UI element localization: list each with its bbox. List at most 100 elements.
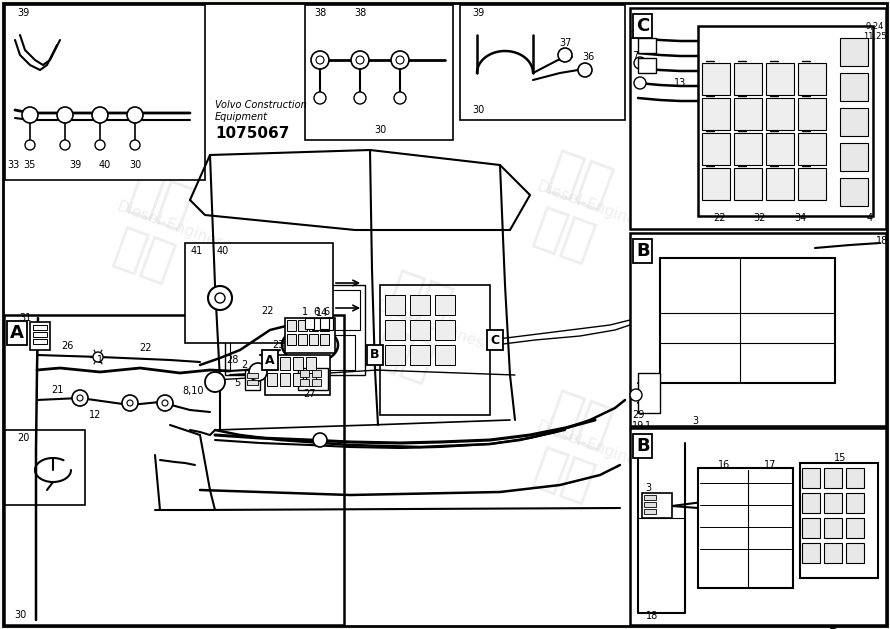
Bar [840, 73, 868, 101]
Circle shape [394, 92, 406, 104]
Text: 26: 26 [61, 341, 73, 351]
Text: 6: 6 [313, 307, 319, 317]
Bar [306, 373, 316, 386]
Bar [230, 290, 290, 330]
Bar [380, 285, 490, 415]
Bar [840, 108, 868, 136]
Bar [293, 357, 303, 370]
Bar [798, 63, 826, 95]
Text: 33: 33 [7, 160, 19, 170]
Bar [802, 468, 820, 488]
Text: 动力: 动力 [109, 222, 182, 288]
Text: 28: 28 [226, 355, 239, 365]
Bar [802, 518, 820, 538]
Text: Equipment: Equipment [215, 112, 268, 122]
Text: B: B [370, 348, 380, 362]
Circle shape [205, 372, 225, 392]
Circle shape [208, 286, 232, 310]
Text: Diesel-Engines: Diesel-Engines [534, 179, 646, 231]
Text: 1: 1 [97, 355, 103, 365]
Text: C: C [490, 333, 499, 347]
Bar [305, 5, 453, 140]
Bar [846, 493, 864, 513]
Text: C: C [636, 17, 649, 35]
Text: 1: 1 [642, 17, 648, 27]
Text: 23: 23 [271, 340, 284, 350]
Bar [660, 258, 835, 383]
Text: 22: 22 [262, 306, 274, 316]
Text: 1: 1 [645, 421, 651, 431]
Text: 35: 35 [24, 160, 36, 170]
Bar [435, 345, 455, 365]
Bar [824, 518, 842, 538]
Bar [285, 318, 335, 353]
Bar [766, 168, 794, 200]
Bar [309, 334, 318, 345]
Bar [287, 334, 296, 345]
Text: Diesel-Engines: Diesel-Engines [114, 199, 226, 252]
Bar [698, 468, 793, 588]
Bar [410, 320, 430, 340]
Circle shape [578, 63, 592, 77]
Text: 3: 3 [692, 416, 698, 426]
Bar [293, 373, 303, 386]
Bar [840, 38, 868, 66]
Circle shape [127, 400, 133, 406]
Bar [642, 493, 672, 518]
Bar [846, 518, 864, 538]
Text: 30: 30 [472, 105, 484, 115]
Circle shape [25, 140, 35, 150]
Text: 13: 13 [674, 78, 686, 88]
Circle shape [77, 395, 83, 401]
Bar [644, 509, 656, 514]
Bar [734, 133, 762, 165]
Bar [638, 58, 656, 73]
Bar [267, 357, 277, 370]
Circle shape [558, 48, 572, 62]
Bar [410, 345, 430, 365]
Text: 紫友: 紫友 [121, 415, 198, 485]
Text: 19: 19 [632, 421, 644, 431]
Text: 紫友: 紫友 [711, 265, 789, 335]
Text: A: A [265, 353, 275, 367]
Bar [630, 8, 886, 229]
Text: Volvo Construction: Volvo Construction [215, 100, 307, 110]
Bar [638, 373, 660, 413]
Bar [840, 143, 868, 171]
Text: 40: 40 [99, 160, 111, 170]
Circle shape [157, 395, 173, 411]
Bar [846, 468, 864, 488]
Text: 1075067: 1075067 [215, 126, 289, 141]
Bar [5, 430, 85, 505]
Text: Diesel-Engines: Diesel-Engines [375, 299, 486, 352]
Circle shape [316, 56, 324, 64]
Circle shape [356, 56, 364, 64]
Text: 32: 32 [754, 213, 766, 223]
Bar [702, 63, 730, 95]
Bar [4, 315, 344, 625]
Bar [320, 320, 329, 331]
Bar [385, 295, 405, 315]
Bar [846, 543, 864, 563]
Text: Diesel-Engines: Diesel-Engines [534, 419, 646, 471]
Text: Diesel-Engines: Diesel-Engines [114, 448, 226, 501]
Bar [410, 295, 430, 315]
Text: 4: 4 [867, 213, 873, 223]
Bar [734, 168, 762, 200]
Text: 8,10: 8,10 [182, 386, 204, 396]
Text: 30: 30 [374, 125, 386, 135]
Bar [766, 133, 794, 165]
Circle shape [60, 140, 70, 150]
Circle shape [93, 352, 103, 362]
Bar [298, 368, 328, 390]
Bar [300, 290, 360, 330]
Text: 29: 29 [632, 410, 644, 420]
Text: B: B [636, 242, 650, 260]
Circle shape [311, 51, 329, 69]
Bar [644, 495, 656, 500]
Bar [309, 320, 318, 331]
Bar [766, 98, 794, 130]
Bar [265, 355, 330, 395]
Bar [300, 370, 309, 377]
Text: 22: 22 [628, 31, 642, 41]
